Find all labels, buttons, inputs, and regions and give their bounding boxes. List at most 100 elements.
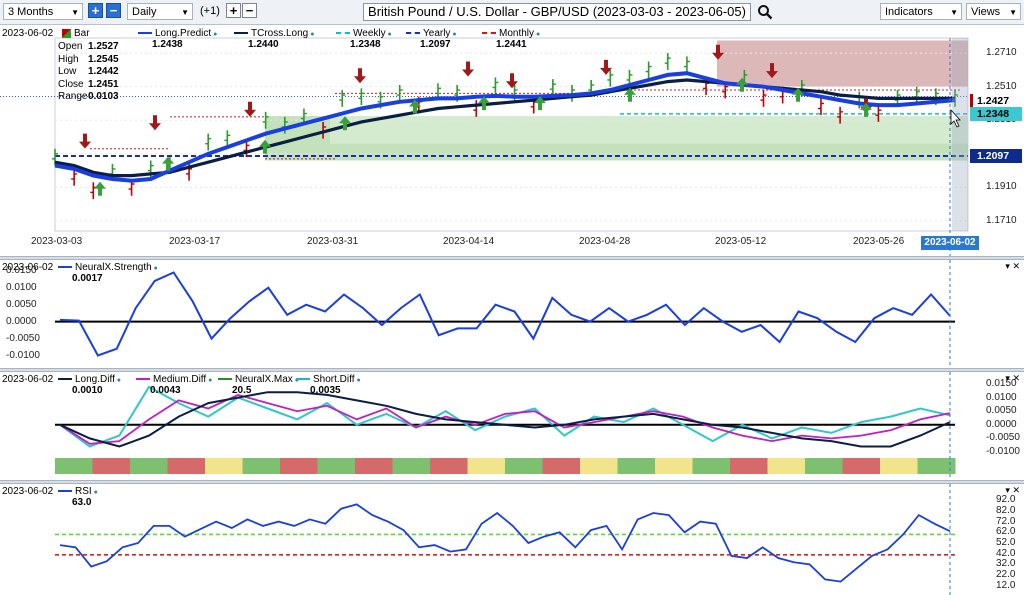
gear-icon[interactable]: ● [206, 377, 213, 384]
legend-item-medium-diff[interactable]: Medium.Diff ● 0.0043 [136, 374, 212, 396]
pane-controls[interactable]: ▾ ✕ [1005, 485, 1020, 496]
offset-minus-button[interactable]: − [242, 3, 257, 18]
offset-label: (+1) [200, 5, 220, 17]
gear-icon[interactable]: ● [114, 377, 122, 384]
legend-value: 1.2097 [420, 39, 451, 50]
pane-separator[interactable] [0, 480, 1024, 484]
y-tick-label: 72.0 [996, 515, 1016, 527]
pane-date: 2023-06-02 [2, 486, 54, 497]
neuralx-max-block [280, 458, 318, 474]
gear-icon[interactable]: ● [354, 377, 361, 384]
gear-icon[interactable]: ● [308, 31, 315, 38]
buy-signal-arrow [736, 77, 748, 92]
pane-controls[interactable]: ▾ ✕ [1005, 261, 1020, 272]
gear-icon[interactable]: ● [450, 31, 457, 38]
close-icon[interactable]: ✕ [1012, 261, 1020, 271]
gear-icon[interactable]: ● [211, 31, 218, 38]
y-tick-label: 12.0 [996, 579, 1016, 591]
x-tick-label: 2023-03-17 [169, 236, 221, 247]
legend-name: Yearly [423, 28, 451, 39]
gear-icon[interactable]: ● [91, 489, 98, 496]
y-tick-label: -0.0050 [6, 332, 40, 344]
neuralx-max-block [580, 458, 618, 474]
y-tick-label: 1.2710 [986, 47, 1017, 59]
strength-chart[interactable] [0, 260, 1024, 368]
price-tag: 1.2348 [970, 106, 1022, 121]
legend-item-short-diff[interactable]: Short.Diff ● 0.0035 [296, 374, 361, 396]
sell-signal-arrow [244, 101, 256, 117]
legend-name: TCross.Long [251, 28, 309, 39]
zoom-in-button[interactable]: + [88, 3, 103, 18]
plot-area [55, 498, 968, 588]
legend-value: 0.0017 [72, 273, 103, 284]
legend-item-weekly[interactable]: Weekly ● 1.2348 [336, 28, 392, 50]
legend-name: NeuralX.Strength [75, 262, 152, 273]
y-tick-label: 92.0 [996, 494, 1016, 506]
legend-name: NeuralX.Max [235, 374, 293, 385]
price-chart[interactable] [0, 24, 1024, 256]
y-tick-label: 0.0150 [6, 264, 37, 276]
legend-item-yearly[interactable]: Yearly ● 1.2097 [406, 28, 457, 50]
sell-signal-arrow [506, 73, 518, 89]
diff-pane[interactable]: 2023-06-02 Long.Diff ● 0.0010 Medium.Diff … [0, 372, 1024, 480]
legend-item-tcross-long[interactable]: TCross.Long ● 1.2440 [234, 28, 314, 50]
legend-item-monthly[interactable]: Monthly ● 1.2441 [482, 28, 540, 50]
offset-plus-button[interactable]: + [226, 3, 241, 18]
x-tick-label: 2023-05-26 [853, 236, 905, 247]
chevron-down-icon[interactable]: ▾ [1005, 373, 1010, 383]
close-icon[interactable]: ✕ [1012, 373, 1020, 383]
neuralx-max-block [805, 458, 843, 474]
pane-separator[interactable] [0, 256, 1024, 260]
period-select[interactable]: 3 Months ▼ [3, 3, 83, 20]
neuralx-max-block [317, 458, 356, 474]
rsi-chart[interactable] [0, 484, 1024, 595]
chevron-down-icon: ▼ [1009, 8, 1017, 17]
zoom-out-button[interactable]: − [106, 3, 121, 18]
legend-swatch [336, 32, 350, 35]
rsi-pane[interactable]: 2023-06-02 RSI ● 63.0 92.0 82.0 72.0 62.0 52.… [0, 484, 1024, 595]
y-tick-label: 1.1910 [986, 181, 1017, 193]
y-tick-label: 42.0 [996, 547, 1016, 559]
strength-pane[interactable]: 2023-06-02 NeuralX.Strength ● 0.0017 0.01… [0, 260, 1024, 368]
indicators-menu[interactable]: Indicators ▼ [880, 3, 962, 20]
neuralx-max-block [692, 458, 731, 474]
y-tick-label: 32.0 [996, 558, 1016, 570]
neuralx-max-block [392, 458, 431, 474]
y-tick-label: 0.0000 [986, 418, 1017, 430]
legend-item-neuralx-max[interactable]: NeuralX.Max ● 20.5 [218, 374, 299, 396]
legend-item-long-diff[interactable]: Long.Diff ● 0.0010 [58, 374, 121, 396]
legend-name: Monthly [499, 28, 535, 39]
chevron-down-icon[interactable]: ▾ [1005, 261, 1010, 271]
medium-diff-line [59, 393, 951, 445]
pane-controls[interactable]: ▾ ✕ [1005, 373, 1020, 384]
neuralx-max-block [617, 458, 656, 474]
pane-separator[interactable] [0, 368, 1024, 372]
legend-value: 0.0010 [72, 385, 103, 396]
y-tick-label: 0.0100 [6, 281, 37, 293]
close-icon[interactable]: ✕ [1012, 485, 1020, 495]
y-tick-label: 62.0 [996, 526, 1016, 538]
legend-item-neuralx-strength[interactable]: NeuralX.Strength ● 0.0017 [58, 262, 158, 284]
gear-icon[interactable]: ● [385, 31, 392, 38]
legend-swatch [58, 378, 72, 381]
buy-signal-arrow [162, 156, 174, 171]
long-diff-line [59, 391, 951, 448]
search-icon[interactable] [757, 4, 773, 20]
interval-select[interactable]: Daily ▼ [127, 3, 193, 20]
gear-icon[interactable]: ● [534, 31, 541, 38]
legend-item-long-predict[interactable]: Long.Predict ● 1.2438 [138, 28, 217, 50]
diff-chart[interactable] [0, 372, 1024, 480]
legend-item-rsi[interactable]: RSI ● 63.0 [58, 486, 98, 508]
gear-icon[interactable]: ● [151, 265, 158, 272]
price-pane[interactable]: 2023-06-02 Bar Open 1.2527 High 1.2545 Low… [0, 24, 1024, 256]
neuralx-max-block [917, 458, 956, 474]
chevron-down-icon[interactable]: ▾ [1005, 485, 1010, 495]
gear-icon[interactable]: ● [292, 377, 299, 384]
views-menu[interactable]: Views ▼ [966, 3, 1021, 20]
sell-signal-arrow [354, 68, 366, 84]
bar-legend: Bar [62, 28, 90, 39]
instrument-title-field[interactable]: British Pound / U.S. Dollar - GBP/USD (2… [363, 3, 751, 21]
y-tick-label: 0.0000 [6, 315, 37, 327]
legend-value: 1.2348 [350, 39, 381, 50]
plot-area [55, 264, 968, 364]
